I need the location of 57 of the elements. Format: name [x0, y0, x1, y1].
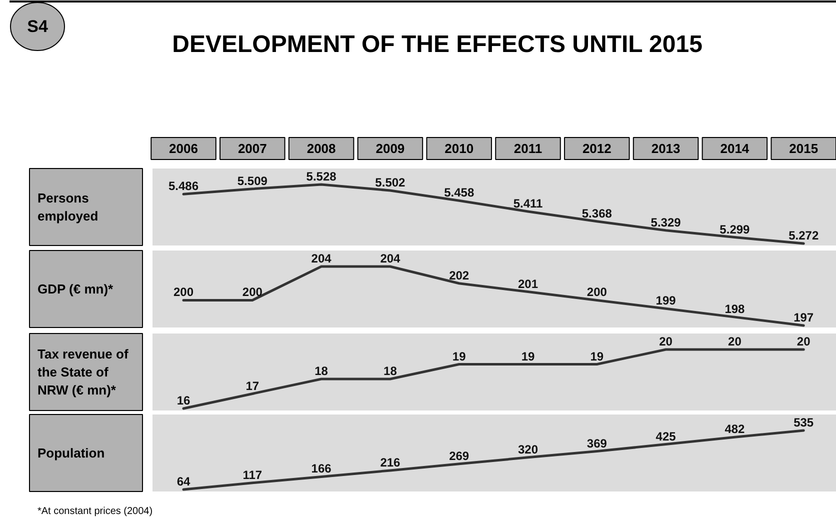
data-label: 204	[311, 252, 332, 266]
x-tick-label: 2012	[582, 141, 612, 156]
y-axis-title: GDP (€ mn)*	[38, 282, 114, 296]
data-label: 166	[311, 462, 332, 476]
x-tick-label: 2009	[376, 141, 405, 156]
data-label: 197	[794, 310, 814, 324]
data-label: 201	[518, 276, 538, 291]
data-label: 20	[796, 334, 811, 348]
x-tick-label: 2007	[238, 141, 267, 156]
y-axis-title: Persons employed	[38, 190, 98, 224]
x-tick-label: 2010	[444, 141, 474, 156]
data-label: 17	[246, 378, 260, 393]
data-label: 19	[521, 349, 535, 364]
data-label: 535	[794, 416, 814, 430]
data-label: 369	[586, 436, 608, 450]
x-tick-label: 2011	[514, 141, 542, 156]
data-label: 117	[242, 468, 262, 482]
data-label: 5.272	[788, 228, 819, 242]
data-label: 20	[659, 334, 673, 348]
data-label: 199	[656, 294, 676, 308]
data-label: 16	[176, 394, 190, 408]
data-label: 18	[384, 364, 398, 378]
data-label: 5.411	[513, 196, 544, 210]
x-tick-label: 2014	[720, 141, 750, 156]
y-axis-title: Tax revenue of the State of NRW (€ mn)*	[38, 346, 129, 398]
data-label: 20	[728, 334, 742, 348]
data-label: 204	[380, 252, 401, 266]
text: S4	[27, 17, 48, 36]
data-label: 5.486	[168, 179, 199, 194]
x-tick-label: 2006	[169, 141, 198, 156]
data-label: 320	[518, 442, 538, 456]
x-tick-label: 2008	[306, 141, 336, 156]
y-axis-title: Population	[38, 446, 105, 460]
x-tick-label: 2013	[651, 141, 680, 156]
data-label: 200	[242, 285, 263, 300]
data-label: 200	[586, 285, 608, 300]
data-label: 64	[176, 474, 190, 488]
data-label: 5.329	[650, 215, 682, 230]
data-label: 5.299	[720, 222, 750, 236]
data-label: 19	[452, 349, 466, 364]
data-label: 482	[724, 422, 746, 436]
data-label: 202	[449, 268, 470, 282]
data-label: 5.528	[306, 170, 337, 184]
data-label: 216	[380, 455, 401, 470]
text: *At constant prices (2004)	[38, 506, 153, 517]
data-label: 200	[173, 285, 194, 300]
data-label: 5.368	[582, 206, 612, 220]
chart-title: DEVELOPMENT OF THE EFFECTS UNTIL 2015	[172, 31, 702, 58]
data-label: 198	[724, 302, 746, 316]
x-tick-label: 2015	[789, 141, 818, 156]
data-label: 5.458	[444, 186, 474, 200]
data-label: 425	[656, 429, 676, 444]
data-label: 5.502	[375, 175, 406, 190]
data-label: 269	[449, 448, 470, 463]
data-label: 19	[590, 349, 604, 364]
data-label: 18	[314, 364, 328, 378]
data-label: 5.509	[237, 174, 268, 188]
